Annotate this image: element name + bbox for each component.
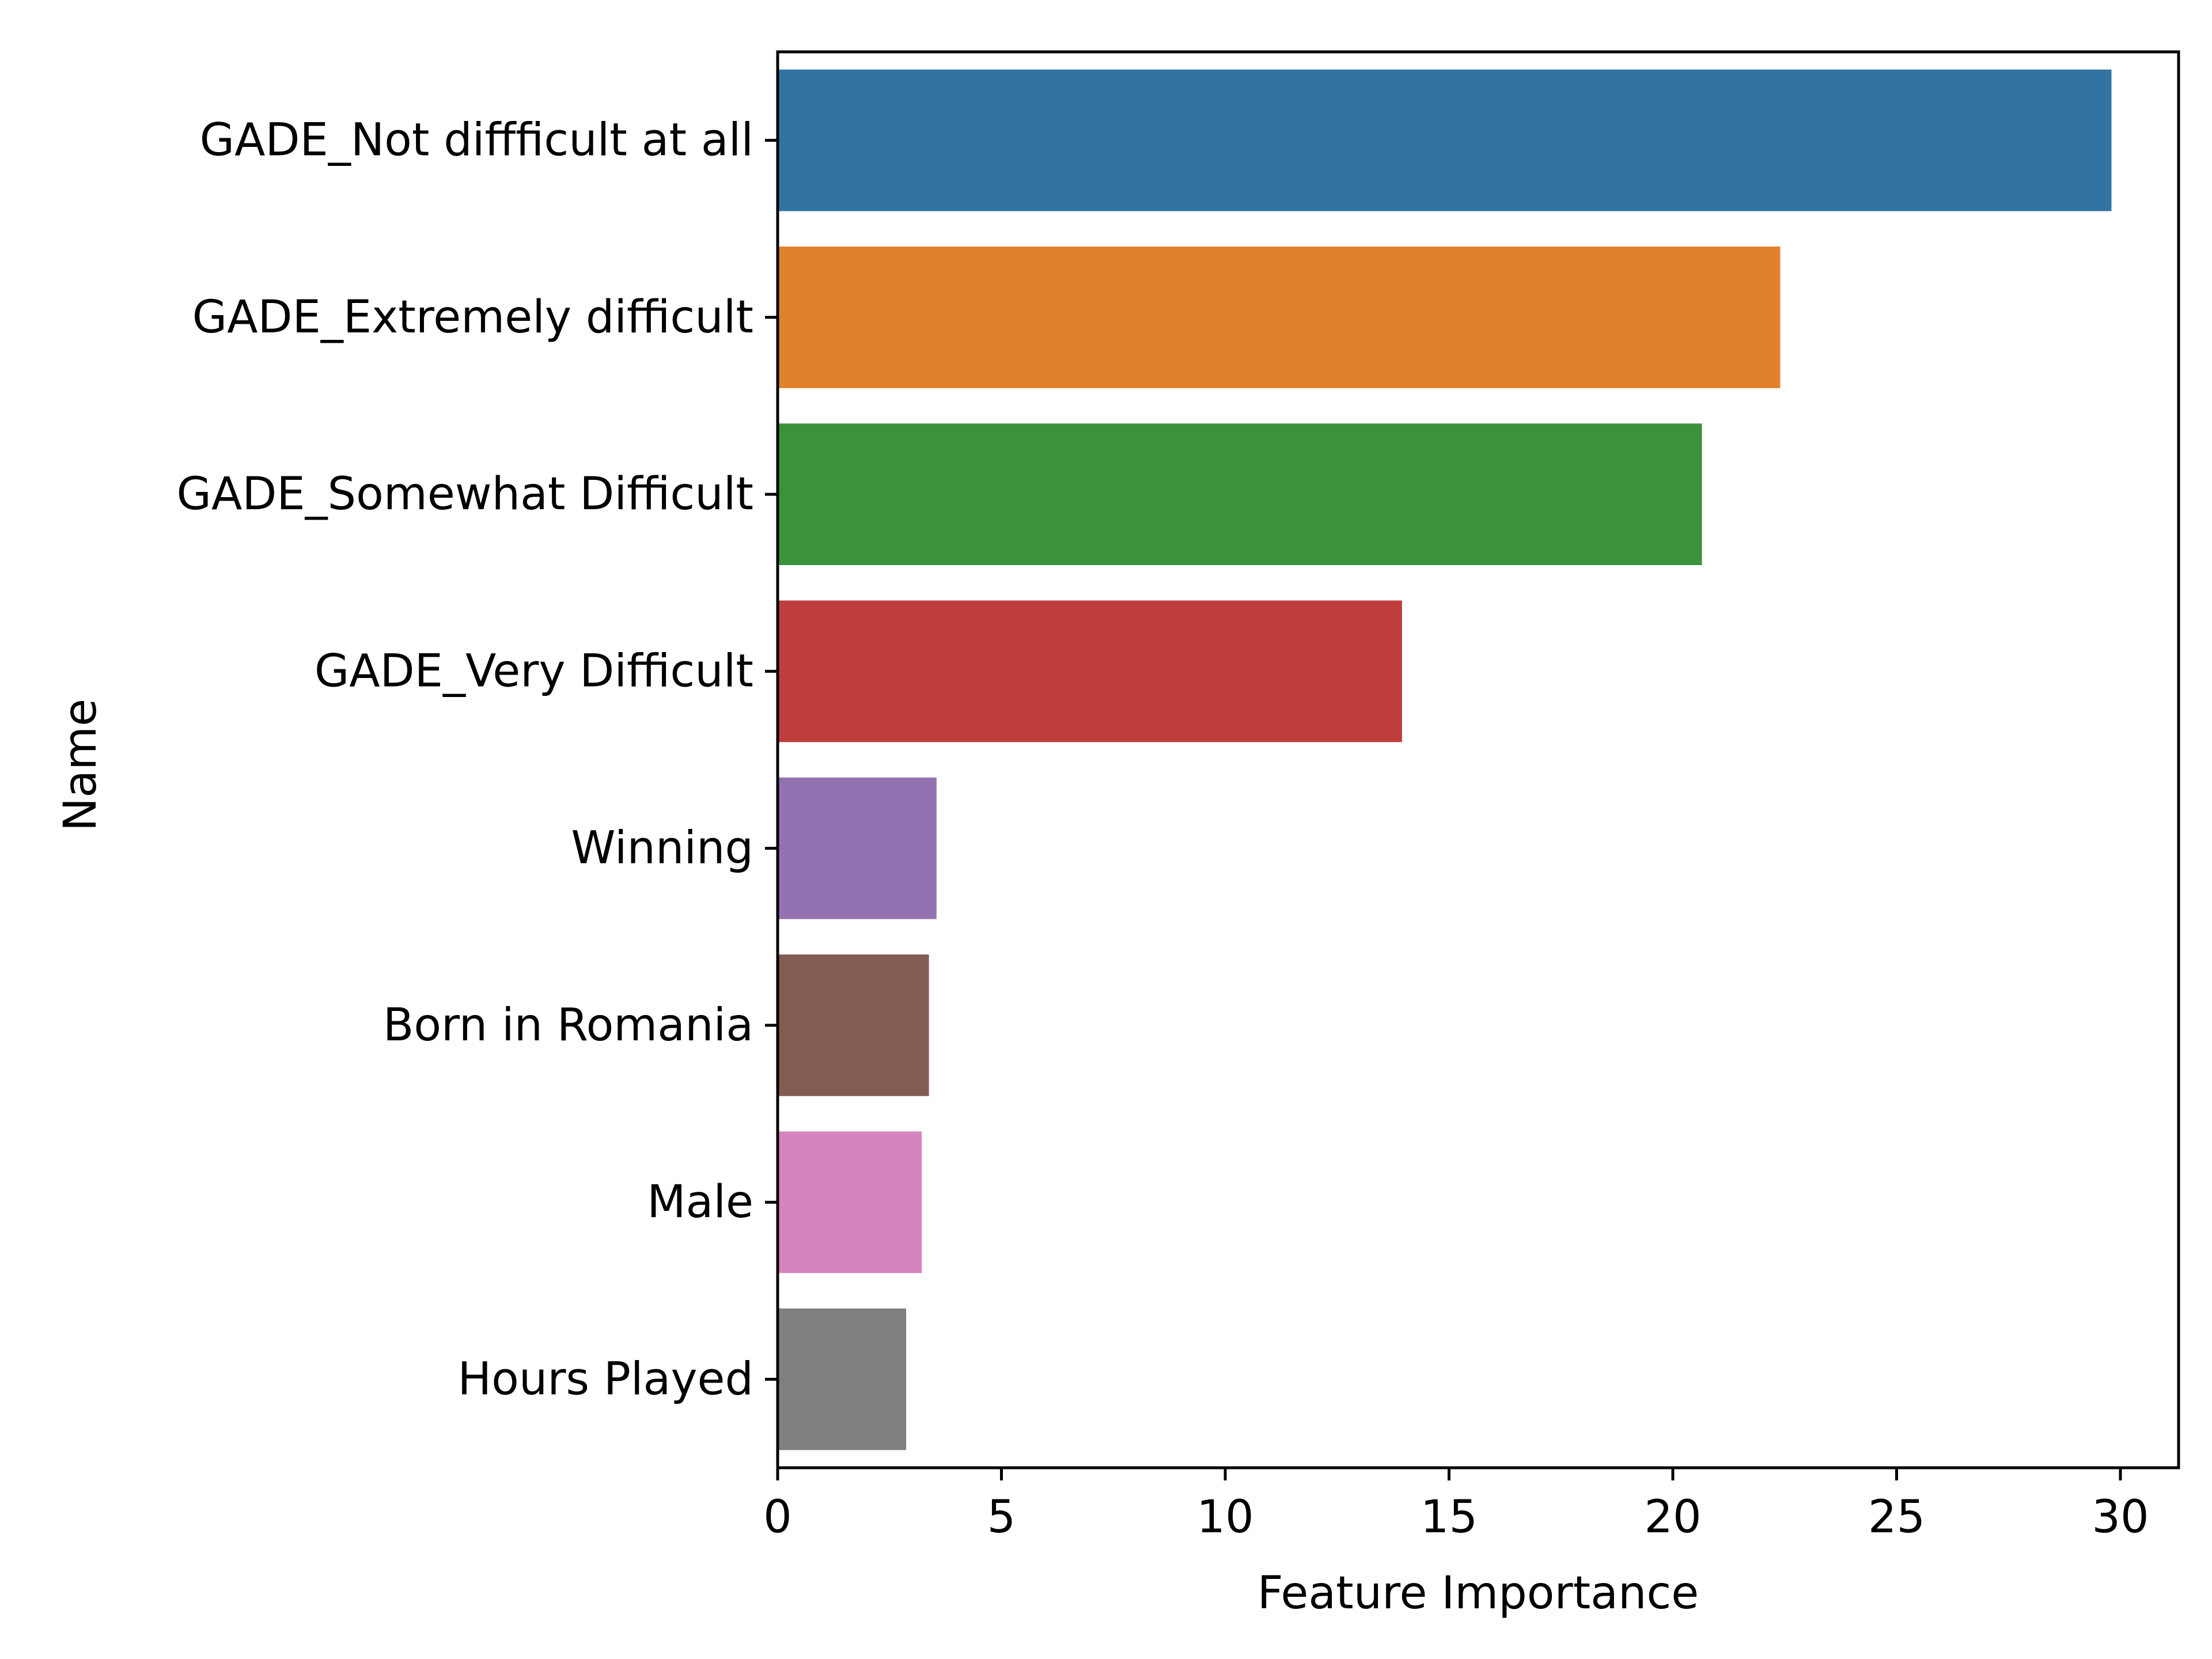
bar-2 — [778, 423, 1702, 566]
bar-6 — [778, 1131, 922, 1274]
y-tick-label: GADE_Extremely difficult — [192, 291, 753, 343]
x-tick-label: 30 — [2092, 1491, 2149, 1543]
x-tick-label: 0 — [763, 1491, 792, 1543]
bar-7 — [778, 1308, 906, 1450]
x-tick-label: 20 — [1644, 1491, 1701, 1543]
y-axis-ticks: GADE_Not diffficult at all GADE_Extremely… — [177, 115, 778, 1405]
y-tick-label: GADE_Somewhat Difficult — [177, 468, 753, 520]
y-axis-label: Name — [55, 699, 107, 831]
x-tick-label: 15 — [1421, 1491, 1478, 1543]
y-tick-label: GADE_Very Difficult — [315, 645, 753, 697]
bar-4 — [778, 777, 937, 919]
x-tick-label: 25 — [1868, 1491, 1925, 1543]
bar-3 — [778, 600, 1402, 743]
plot-frame — [776, 50, 2180, 1469]
y-tick-label: Hours Played — [458, 1353, 753, 1405]
x-tick-label: 10 — [1196, 1491, 1253, 1543]
bar-0 — [778, 69, 2112, 211]
x-axis-label: Feature Importance — [1257, 1567, 1699, 1619]
y-tick-label: Male — [647, 1176, 753, 1228]
x-tick-label: 5 — [987, 1491, 1016, 1543]
y-tick-label: GADE_Not diffficult at all — [200, 115, 753, 166]
bar-1 — [778, 246, 1781, 388]
bar-5 — [778, 954, 929, 1096]
y-tick-label: Born in Romania — [383, 999, 753, 1051]
y-tick-label: Winning — [571, 823, 753, 874]
bars-group — [778, 69, 2112, 1450]
x-axis-ticks: 0 5 10 15 20 25 30 — [763, 1468, 2149, 1543]
